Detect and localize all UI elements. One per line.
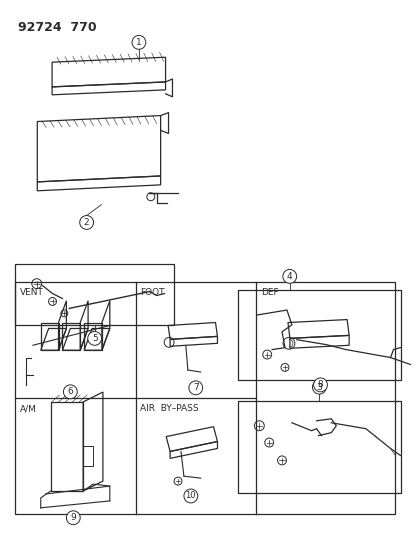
Bar bbox=[15, 264, 174, 325]
Circle shape bbox=[312, 380, 325, 394]
Text: AIR  BY–PASS: AIR BY–PASS bbox=[140, 405, 199, 413]
Circle shape bbox=[132, 35, 145, 49]
Bar bbox=[237, 290, 400, 380]
Text: 10: 10 bbox=[185, 491, 196, 500]
Text: 1: 1 bbox=[136, 38, 142, 47]
Circle shape bbox=[88, 332, 101, 345]
Text: 5: 5 bbox=[92, 334, 97, 343]
Circle shape bbox=[63, 385, 77, 399]
Circle shape bbox=[183, 489, 197, 503]
Text: 3: 3 bbox=[316, 383, 321, 392]
Text: 7: 7 bbox=[192, 383, 198, 392]
Text: 9: 9 bbox=[70, 513, 76, 522]
Text: 4: 4 bbox=[286, 272, 292, 281]
Circle shape bbox=[188, 381, 202, 395]
Circle shape bbox=[80, 215, 93, 229]
Text: DEF: DEF bbox=[260, 288, 278, 297]
Bar bbox=[237, 401, 400, 494]
Text: VENT: VENT bbox=[20, 288, 44, 297]
Text: 6: 6 bbox=[67, 387, 73, 397]
Text: 2: 2 bbox=[83, 218, 89, 227]
Text: FOOT: FOOT bbox=[140, 288, 164, 297]
Bar bbox=[15, 282, 394, 514]
Circle shape bbox=[313, 378, 327, 392]
Circle shape bbox=[66, 511, 80, 524]
Text: 8: 8 bbox=[317, 381, 323, 390]
Text: A/M: A/M bbox=[20, 405, 37, 413]
Text: 92724  770: 92724 770 bbox=[17, 21, 96, 34]
Circle shape bbox=[282, 270, 296, 284]
